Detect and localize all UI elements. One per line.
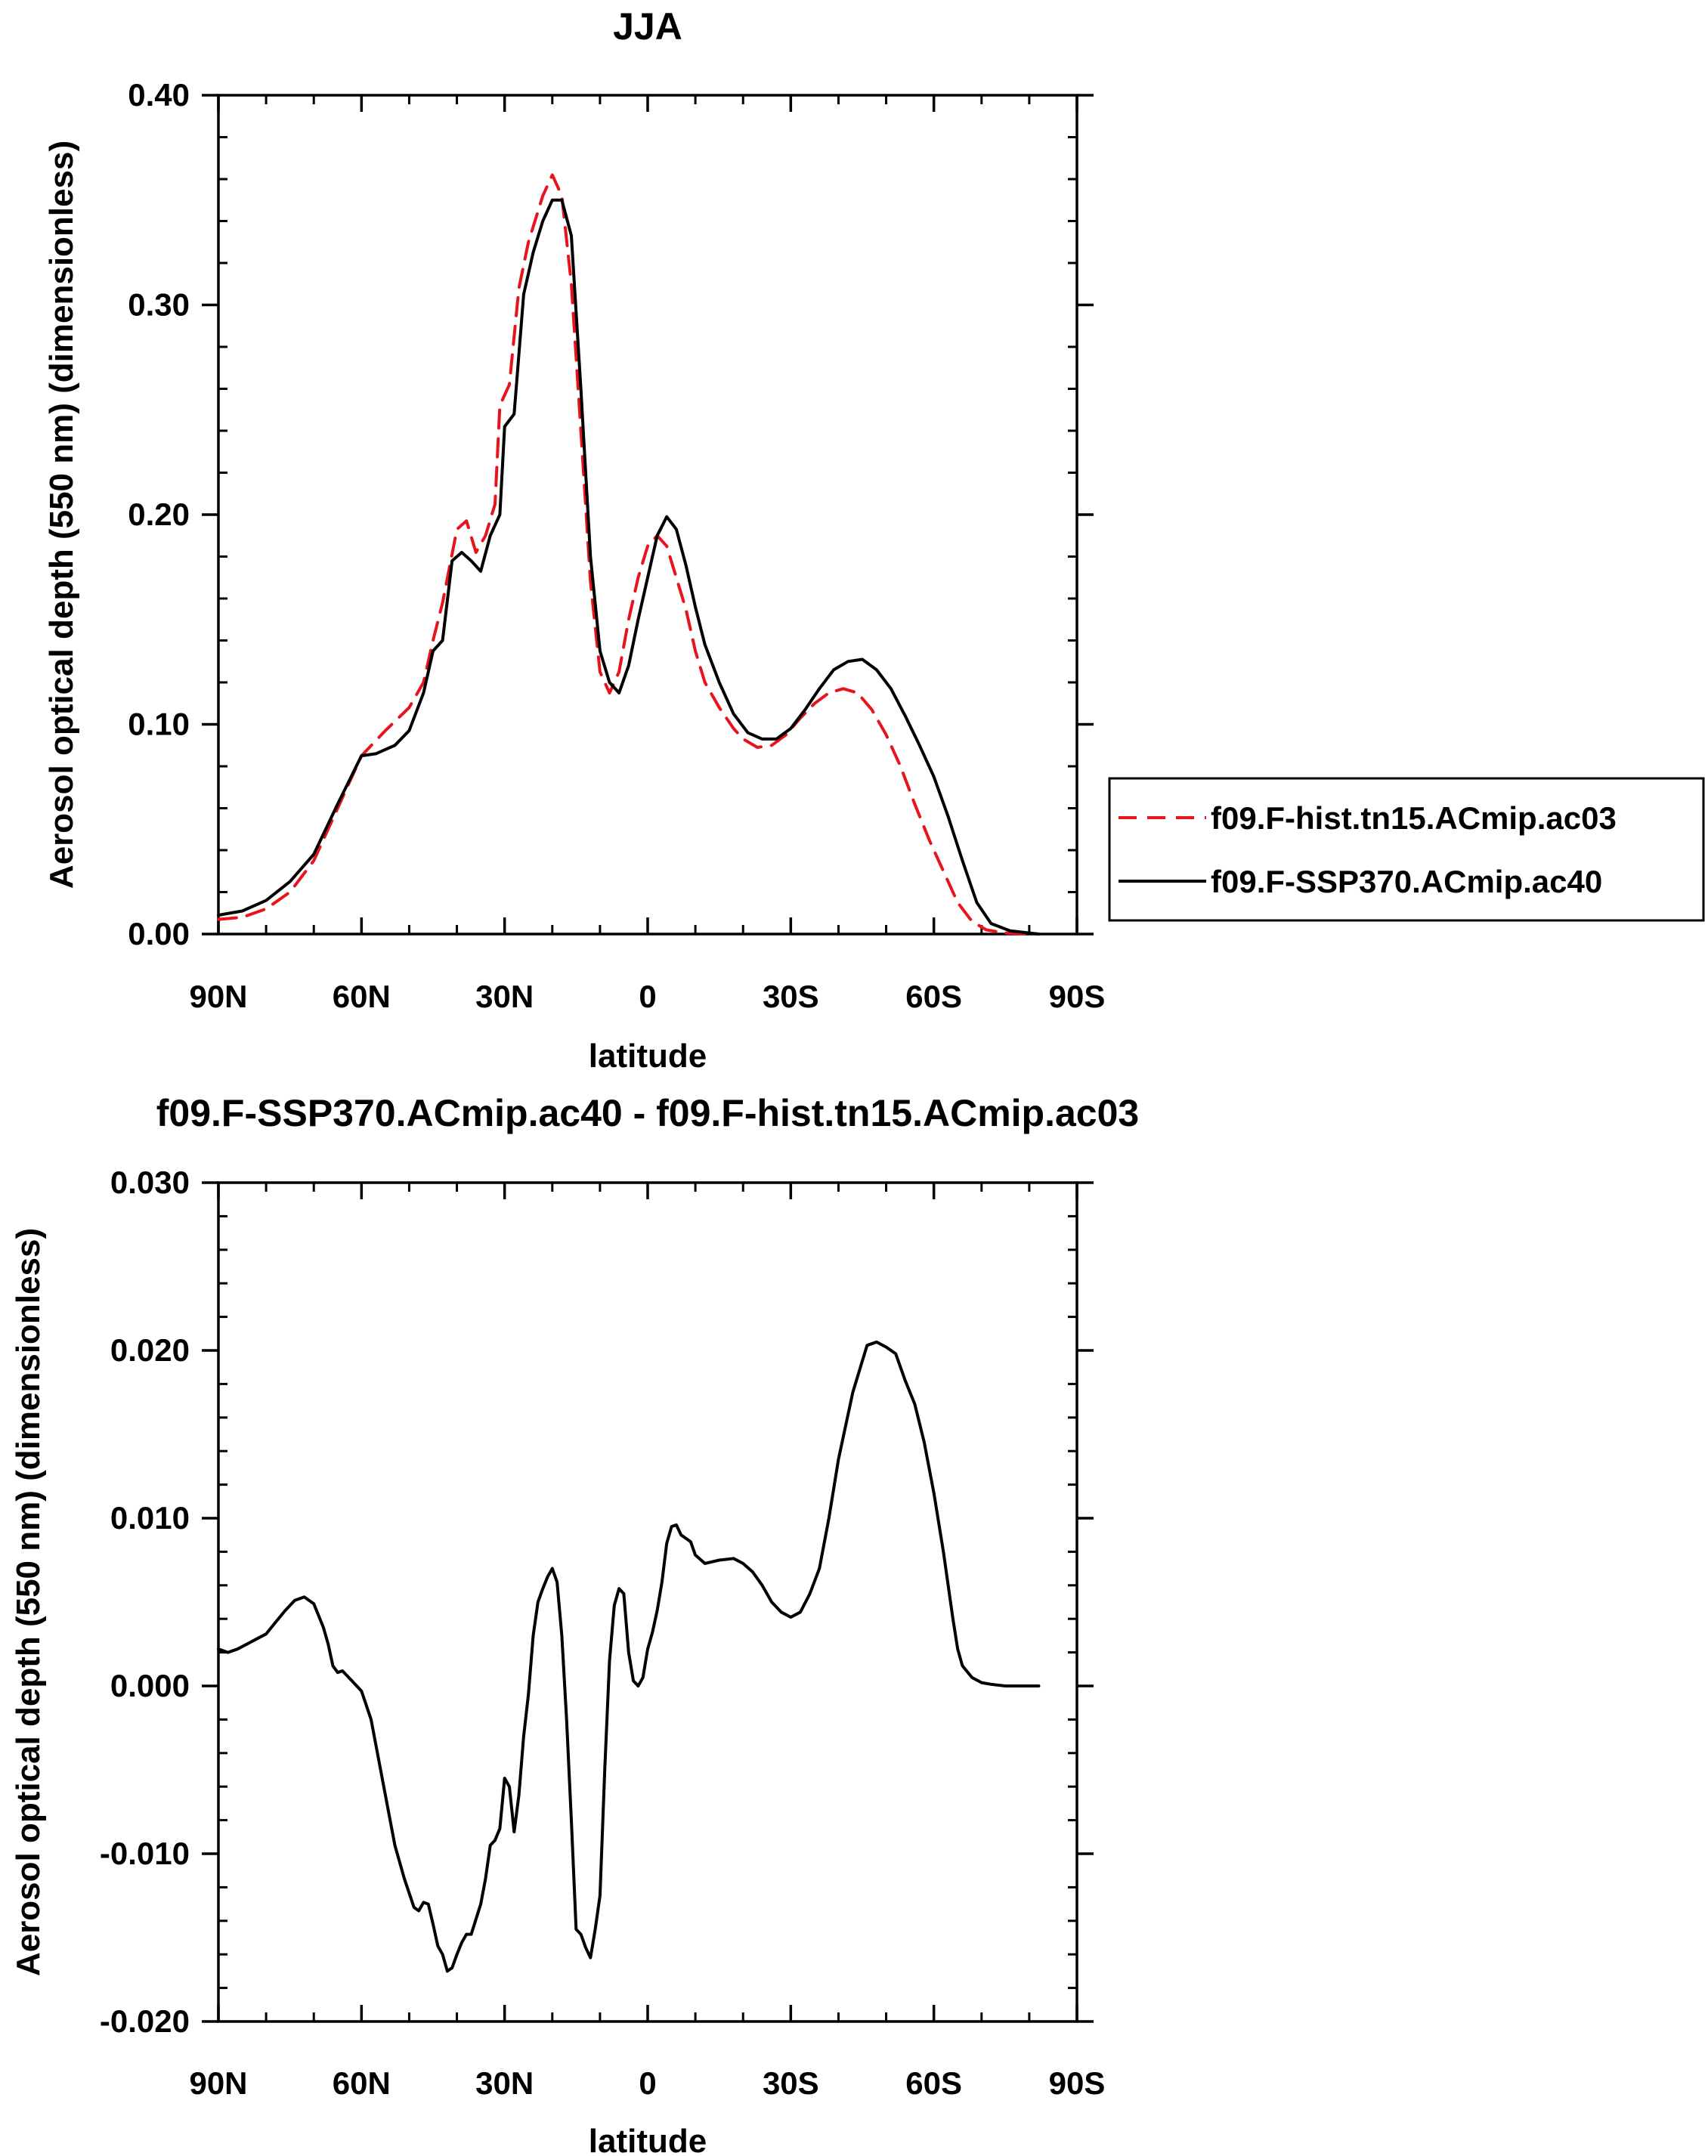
x-tick-label: 30N [475, 979, 534, 1014]
y-tick-label: 0.20 [128, 496, 190, 532]
y-axis: 0.00 0.10 0.20 0.30 0.40 [128, 77, 1094, 951]
legend-label-1: f09.F-SSP370.ACmip.ac40 [1211, 864, 1602, 899]
x-tick-label: 60S [905, 2065, 962, 2101]
x-tick-label: 90N [189, 979, 247, 1014]
plot-frame [217, 1181, 1078, 2023]
y-tick-label: 0.00 [128, 916, 190, 951]
panel-top: 90N 60N 30N 0 30S 60S 90S 0.00 0.10 0.20 0.30 0.40 J… [43, 5, 1105, 1075]
x-tick-label: 30S [763, 979, 819, 1014]
x-axis-label: latitude [589, 1038, 707, 1075]
chart-title: JJA [613, 5, 682, 48]
y-tick-label: -0.020 [100, 2003, 190, 2039]
x-axis: 90N 60N 30N 0 30S 60S 90S [189, 95, 1105, 1014]
y-tick-label: 0.020 [110, 1332, 190, 1368]
x-axis-label: latitude [589, 2123, 707, 2156]
x-axis: 90N 60N 30N 0 30S 60S 90S [189, 1183, 1105, 2101]
y-tick-label: 0.40 [128, 77, 190, 113]
x-tick-label: 0 [639, 979, 656, 1014]
plot-frame [217, 94, 1078, 936]
series-line-0 [217, 1340, 1041, 1973]
legend-label-0: f09.F-hist.tn15.ACmip.ac03 [1211, 800, 1617, 836]
x-tick-label: 30S [763, 2065, 819, 2101]
y-axis-label: Aerosol optical depth (550 nm) (dimensio… [43, 141, 80, 889]
x-tick-label: 0 [639, 2065, 656, 2101]
legend-box [1108, 777, 1705, 922]
y-tick-label: 0.000 [110, 1668, 190, 1703]
x-tick-label: 60N [333, 2065, 391, 2101]
y-axis-label: Aerosol optical depth (550 nm) (dimensio… [10, 1228, 47, 1976]
panel-bottom: 90N 60N 30N 0 30S 60S 90S -0.020 -0.010 0.000 0.01… [10, 1092, 1139, 2156]
y-axis: -0.020 -0.010 0.000 0.010 0.020 0.030 [100, 1165, 1094, 2039]
legend: f09.F-hist.tn15.ACmip.ac03 f09.F-SSP370.A… [1108, 777, 1705, 922]
y-tick-label: 0.030 [110, 1165, 190, 1200]
y-tick-label: 0.30 [128, 287, 190, 323]
y-tick-label: -0.010 [100, 1836, 190, 1871]
chart-title: f09.F-SSP370.ACmip.ac40 - f09.F-hist.tn1… [156, 1092, 1139, 1134]
y-tick-label: 0.010 [110, 1500, 190, 1536]
x-tick-label: 60N [333, 979, 391, 1014]
x-tick-label: 90N [189, 2065, 247, 2101]
x-tick-label: 90S [1049, 2065, 1106, 2101]
x-tick-label: 30N [475, 2065, 534, 2101]
y-tick-label: 0.10 [128, 707, 190, 742]
series-line-1 [217, 198, 1041, 936]
x-tick-label: 90S [1049, 979, 1106, 1014]
series-line-0 [217, 173, 1041, 936]
x-tick-label: 60S [905, 979, 962, 1014]
